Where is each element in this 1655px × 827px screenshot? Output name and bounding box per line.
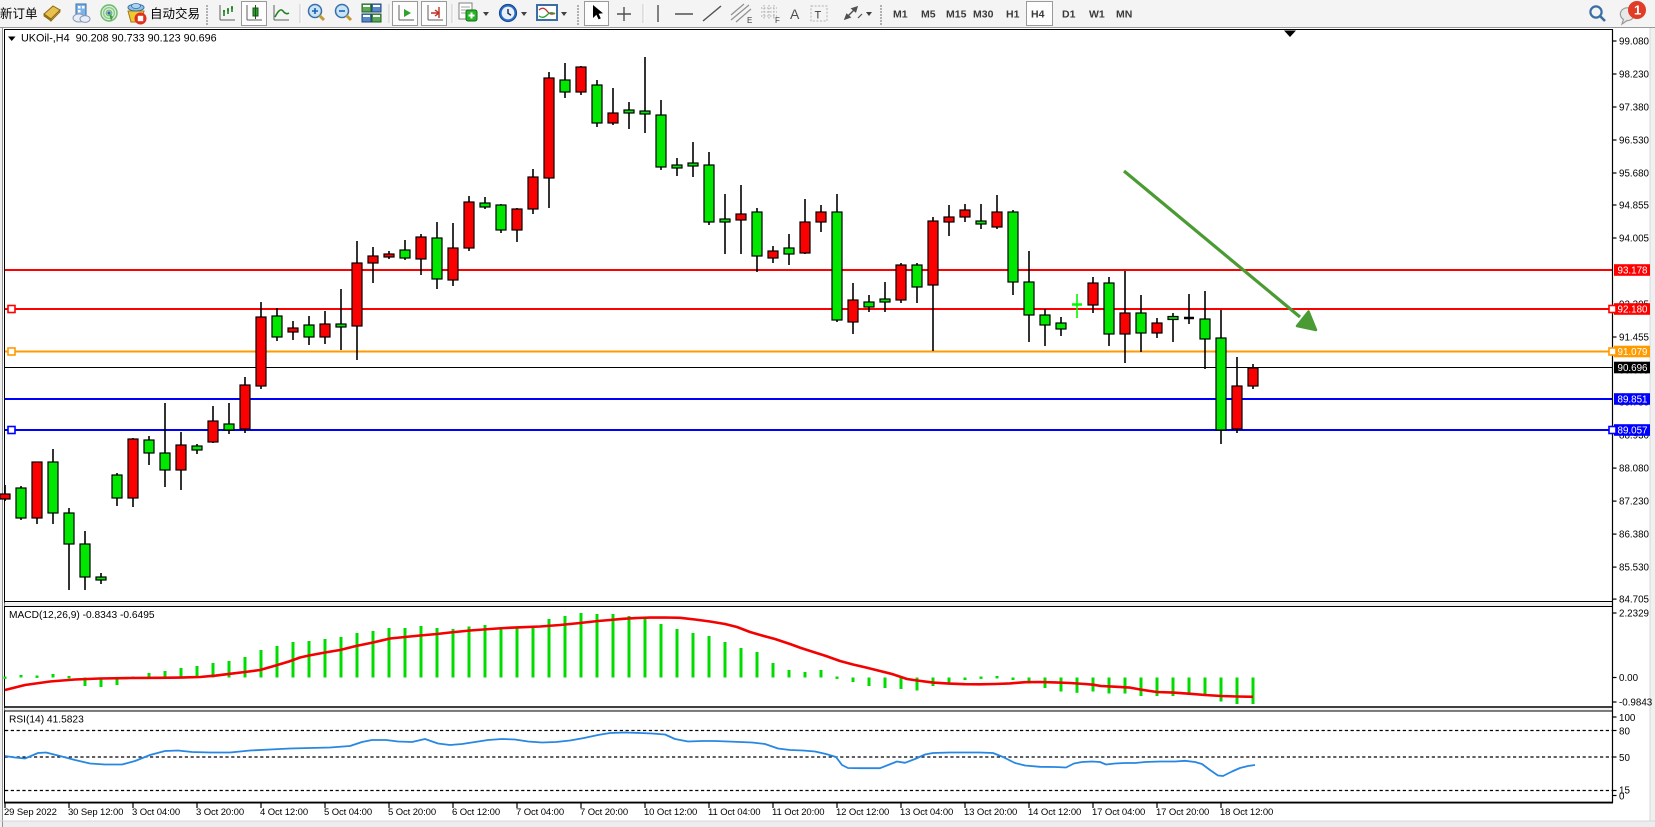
svg-text:94.005: 94.005 (1619, 234, 1650, 245)
svg-text:13 Oct 04:00: 13 Oct 04:00 (900, 807, 953, 818)
svg-text:89.851: 89.851 (1618, 395, 1648, 406)
svg-text:M15: M15 (946, 9, 967, 21)
svg-text:99.080: 99.080 (1619, 37, 1650, 48)
svg-text:RSI(14) 41.5823: RSI(14) 41.5823 (9, 715, 84, 726)
svg-text:92.180: 92.180 (1618, 305, 1649, 316)
svg-text:93.178: 93.178 (1618, 266, 1649, 277)
svg-text:14 Oct 12:00: 14 Oct 12:00 (1028, 807, 1081, 818)
svg-text:E: E (747, 16, 752, 25)
svg-text:11 Oct 20:00: 11 Oct 20:00 (772, 807, 825, 818)
svg-text:自动交易: 自动交易 (150, 6, 200, 21)
svg-text:-0.9843: -0.9843 (1619, 698, 1653, 709)
svg-text:91.455: 91.455 (1619, 333, 1650, 344)
svg-text:0: 0 (1619, 792, 1625, 803)
svg-text:W1: W1 (1089, 9, 1105, 21)
svg-text:2.2329: 2.2329 (1619, 609, 1649, 620)
svg-text:96.530: 96.530 (1619, 136, 1650, 147)
svg-text:M1: M1 (893, 9, 908, 21)
svg-text:90.696: 90.696 (1618, 363, 1649, 374)
svg-text:7 Oct 04:00: 7 Oct 04:00 (516, 807, 564, 818)
svg-text:4 Oct 12:00: 4 Oct 12:00 (260, 807, 308, 818)
svg-text:86.380: 86.380 (1619, 530, 1650, 541)
svg-text:100: 100 (1619, 713, 1636, 724)
svg-text:88.930: 88.930 (1619, 431, 1650, 442)
svg-text:85.530: 85.530 (1619, 563, 1650, 574)
svg-text:15: 15 (1619, 786, 1630, 797)
svg-text:6 Oct 12:00: 6 Oct 12:00 (452, 807, 500, 818)
svg-text:80: 80 (1619, 727, 1630, 738)
svg-text:87.230: 87.230 (1619, 497, 1650, 508)
svg-text:98.230: 98.230 (1619, 70, 1650, 81)
svg-text:17 Oct 04:00: 17 Oct 04:00 (1092, 807, 1145, 818)
svg-text:新订单: 新订单 (0, 6, 38, 21)
svg-text:3 Oct 20:00: 3 Oct 20:00 (196, 807, 244, 818)
svg-text:88.080: 88.080 (1619, 464, 1650, 475)
svg-text:H1: H1 (1006, 9, 1020, 21)
svg-text:7 Oct 20:00: 7 Oct 20:00 (580, 807, 628, 818)
svg-text:13 Oct 20:00: 13 Oct 20:00 (964, 807, 1017, 818)
svg-text:12 Oct 12:00: 12 Oct 12:00 (836, 807, 889, 818)
svg-text:18 Oct 12:00: 18 Oct 12:00 (1220, 807, 1273, 818)
svg-text:M30: M30 (973, 9, 994, 21)
svg-text:97.380: 97.380 (1619, 103, 1650, 114)
svg-text:91.079: 91.079 (1618, 347, 1648, 358)
svg-text:D1: D1 (1062, 9, 1076, 21)
svg-text:F: F (775, 16, 780, 25)
svg-text:T: T (815, 10, 822, 22)
svg-text:94.855: 94.855 (1619, 201, 1650, 212)
svg-text:10 Oct 12:00: 10 Oct 12:00 (644, 807, 697, 818)
svg-text:MACD(12,26,9) -0.8343 -0.6495: MACD(12,26,9) -0.8343 -0.6495 (9, 610, 155, 621)
svg-text:50: 50 (1619, 753, 1630, 764)
svg-text:84.705: 84.705 (1619, 595, 1650, 606)
svg-text:M5: M5 (921, 9, 936, 21)
svg-text:A: A (790, 6, 800, 22)
svg-text:0.00: 0.00 (1619, 673, 1639, 684)
svg-text:11 Oct 04:00: 11 Oct 04:00 (708, 807, 761, 818)
svg-text:17 Oct 20:00: 17 Oct 20:00 (1156, 807, 1209, 818)
svg-text:5 Oct 20:00: 5 Oct 20:00 (388, 807, 436, 818)
svg-text:UKOil-,H4 90.208 90.733 90.12: UKOil-,H4 90.208 90.733 90.123 90.696 (21, 33, 217, 45)
svg-text:1: 1 (1634, 3, 1641, 18)
svg-text:H4: H4 (1031, 9, 1045, 21)
svg-text:MN: MN (1116, 9, 1132, 21)
svg-text:5 Oct 04:00: 5 Oct 04:00 (324, 807, 372, 818)
svg-text:3 Oct 04:00: 3 Oct 04:00 (132, 807, 180, 818)
svg-text:30 Sep 12:00: 30 Sep 12:00 (68, 807, 123, 818)
svg-text:29 Sep 2022: 29 Sep 2022 (4, 807, 57, 818)
svg-text:89.057: 89.057 (1618, 426, 1648, 437)
svg-text:95.680: 95.680 (1619, 169, 1650, 180)
